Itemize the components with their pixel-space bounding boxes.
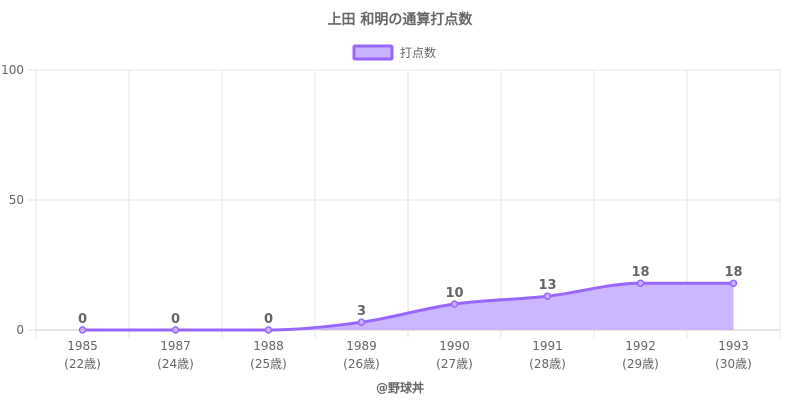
data-label: 18 [631,265,649,280]
x-tick-label: 1990 [439,339,470,353]
data-point[interactable] [543,292,552,300]
data-label: 18 [724,265,742,280]
x-tick-label: 1985 [67,339,98,353]
data-point[interactable] [729,279,738,287]
x-tick-sublabel: (28歳) [529,357,566,371]
x-tick-sublabel: (25歳) [250,357,287,371]
chart-title: 上田 和明の通算打点数 [328,11,474,28]
x-tick-sublabel: (27歳) [436,357,473,371]
data-label: 0 [264,312,273,327]
y-tick-label: 50 [9,193,24,207]
x-tick-label: 1987 [160,339,191,353]
y-axis-labels: 0 50 100 [1,63,24,337]
data-label: 3 [357,304,366,319]
y-tick-label: 100 [1,63,24,77]
data-point[interactable] [450,300,459,308]
data-label: 10 [445,286,463,301]
series-area [82,283,734,330]
x-tick-sublabel: (26歳) [343,357,380,371]
data-point[interactable] [78,326,87,334]
data-point[interactable] [171,326,180,334]
data-point[interactable] [636,279,645,287]
legend-label: 打点数 [400,45,436,60]
x-tick-label: 1992 [625,339,656,353]
x-tick-label: 1991 [532,339,563,353]
data-labels: 0 0 0 3 10 13 18 18 [78,265,743,327]
data-label: 13 [538,278,556,293]
x-tick-sublabel: (22歳) [64,357,101,371]
x-tick-label: 1988 [253,339,284,353]
data-point[interactable] [264,326,273,334]
x-tick-label: 1993 [718,339,749,353]
x-axis-labels: 1985 (22歳) 1987 (24歳) 1988 (25歳) 1989 (26歳) 1990… [64,339,752,371]
data-label: 0 [78,312,87,327]
x-tick-sublabel: (29歳) [622,357,659,371]
x-tick-label: 1989 [346,339,377,353]
data-point[interactable] [357,318,366,326]
legend-swatch [352,44,394,61]
data-points [78,279,738,334]
data-label: 0 [171,312,180,327]
series-line [82,281,734,332]
x-tick-sublabel: (24歳) [157,357,194,371]
x-tick-sublabel: (30歳) [715,357,752,371]
legend[interactable]: 打点数 [352,44,436,61]
credit-text: @野球丼 [376,380,424,395]
y-tick-label: 0 [16,323,24,337]
area-layer [82,281,734,332]
